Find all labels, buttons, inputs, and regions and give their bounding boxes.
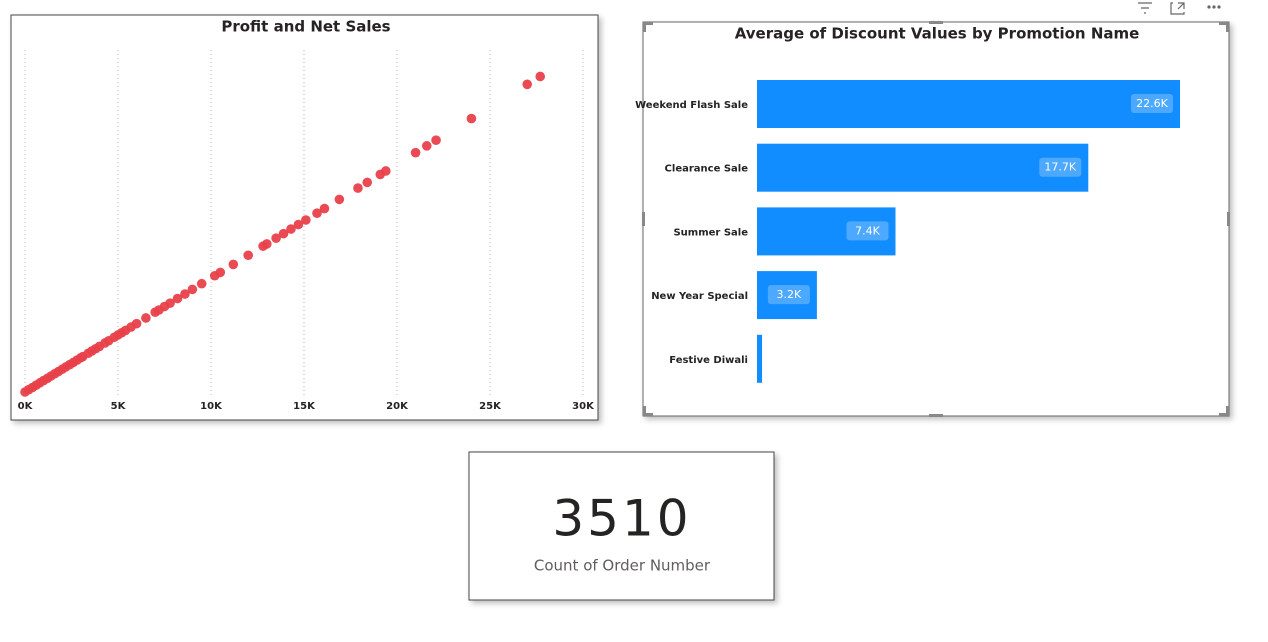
point bbox=[215, 267, 226, 278]
x-tick-label: 15K bbox=[293, 401, 316, 412]
point bbox=[131, 318, 142, 329]
point bbox=[165, 298, 175, 308]
point bbox=[286, 224, 296, 234]
bar bbox=[757, 80, 1180, 128]
card-label: Count of Order Number bbox=[534, 557, 711, 575]
more-dot bbox=[1217, 5, 1221, 9]
point bbox=[319, 203, 330, 214]
y-tick-label: New Year Special bbox=[651, 291, 748, 302]
point bbox=[381, 166, 391, 176]
point bbox=[196, 278, 207, 289]
point bbox=[278, 228, 289, 239]
card-value: 3510 bbox=[552, 490, 691, 548]
filter-icon[interactable] bbox=[1138, 2, 1152, 14]
point bbox=[293, 219, 304, 230]
point bbox=[353, 183, 363, 193]
point bbox=[431, 135, 441, 145]
bar bbox=[757, 143, 1089, 192]
focus-icon[interactable] bbox=[1170, 2, 1185, 15]
data-label-bg bbox=[767, 285, 810, 305]
chart-title: Average of Discount Values by Promotion … bbox=[735, 25, 1140, 43]
visual-header-icons[interactable] bbox=[1138, 2, 1221, 15]
x-tick-label: 10K bbox=[200, 401, 223, 412]
point bbox=[466, 113, 477, 124]
point bbox=[522, 79, 532, 90]
point bbox=[243, 250, 253, 261]
point bbox=[535, 71, 546, 82]
point bbox=[180, 289, 190, 299]
x-tick-label: 5K bbox=[111, 401, 127, 412]
y-tick-label: Weekend Flash Sale bbox=[635, 100, 748, 111]
point bbox=[141, 313, 151, 323]
data-label: 3.2K bbox=[777, 288, 802, 301]
data-label: 22.6K bbox=[1136, 97, 1168, 110]
x-tick-label: 20K bbox=[386, 401, 409, 412]
data-label-bg bbox=[1131, 94, 1173, 113]
point bbox=[301, 215, 311, 225]
point bbox=[262, 239, 272, 249]
chart-title: Profit and Net Sales bbox=[221, 18, 390, 36]
data-label: 7.4K bbox=[855, 224, 880, 237]
point bbox=[334, 194, 345, 205]
more-icon[interactable] bbox=[1207, 5, 1211, 9]
bar bbox=[757, 207, 896, 256]
x-tick-label: 0K bbox=[18, 401, 34, 412]
more-dot bbox=[1212, 5, 1216, 9]
point bbox=[187, 284, 198, 295]
data-label-bg bbox=[846, 221, 889, 241]
x-tick-label: 30K bbox=[572, 401, 595, 412]
y-tick-label: Clearance Sale bbox=[665, 164, 749, 175]
bar bbox=[757, 271, 817, 320]
x-tick-label: 25K bbox=[479, 401, 502, 412]
point bbox=[421, 141, 432, 151]
point bbox=[410, 147, 421, 158]
selection-handles bbox=[642, 21, 1230, 417]
card-panel bbox=[468, 451, 775, 601]
point bbox=[228, 259, 239, 270]
point bbox=[362, 177, 373, 188]
point bbox=[271, 233, 281, 243]
y-tick-label: Festive Diwali bbox=[669, 355, 748, 366]
data-label: 17.7K bbox=[1044, 161, 1076, 174]
bar bbox=[757, 334, 763, 383]
point bbox=[172, 293, 183, 304]
y-tick-label: Summer Sale bbox=[673, 227, 748, 238]
data-label-bg bbox=[1039, 157, 1082, 177]
point bbox=[312, 208, 322, 218]
